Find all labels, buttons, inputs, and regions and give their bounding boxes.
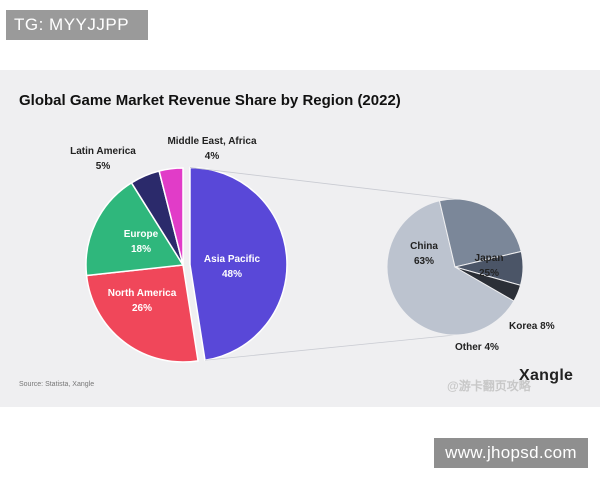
sub-pie-slice-other [454, 266, 522, 302]
sub-label-china: China [410, 241, 438, 252]
pie-slice-middle-east-africa [158, 167, 184, 266]
pie-slice-north-america [85, 264, 199, 363]
label-north-america: North America [108, 288, 177, 299]
pie-slice-asia-pacific [189, 166, 288, 362]
label-asia-pacific: Asia Pacific [204, 254, 261, 265]
sub-value-label-other: 4% [482, 342, 499, 353]
sub-label-name-other: Other [455, 342, 482, 353]
value-label-latin-america: 5% [96, 161, 111, 172]
sub-label-japan: Japan [475, 253, 504, 264]
source-note: Source: Statista, Xangle [19, 381, 95, 388]
value-label-europe: 18% [131, 244, 151, 255]
sub-pie-slice-china [386, 200, 515, 336]
connector-line-top [189, 167, 456, 200]
sub-label-korea: Korea 8% [509, 321, 555, 332]
pie-slice-europe [85, 181, 185, 277]
sub-value-label-japan: 25% [479, 268, 499, 279]
value-label-middle-east-africa: 4% [205, 151, 220, 162]
brand-logo: Xangle [519, 367, 574, 384]
sub-value-label-china: 63% [414, 256, 434, 267]
label-middle-east-africa: Middle East, Africa [167, 136, 257, 147]
label-europe: Europe [124, 229, 159, 240]
connector-line-bottom [204, 334, 456, 361]
sub-pie-slice-japan [438, 198, 522, 268]
label-latin-america: Latin America [70, 146, 136, 157]
sub-label-other: Other 4% [455, 342, 499, 353]
chart-title: Global Game Market Revenue Share by Regi… [19, 92, 401, 109]
sub-label-name-korea: Korea [509, 321, 538, 332]
value-label-asia-pacific: 48% [222, 269, 242, 280]
top-watermark-tag: TG: MYYJJPP [6, 10, 148, 40]
value-label-north-america: 26% [132, 303, 152, 314]
bottom-url-tag: www.jhopsd.com [434, 438, 588, 468]
sub-value-label-korea: 8% [537, 321, 554, 332]
cn-watermark: @游卡翻页攻略 [447, 379, 531, 393]
